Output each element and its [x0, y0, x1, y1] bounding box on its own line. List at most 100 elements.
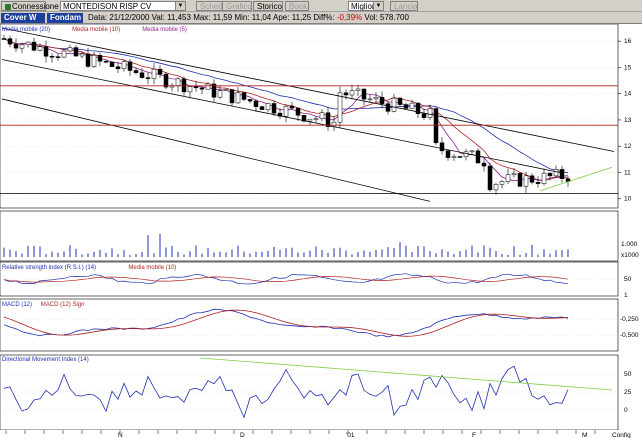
price-candle-body — [271, 103, 277, 114]
price-candle-body — [457, 156, 463, 158]
price-candle-body — [361, 88, 367, 100]
date-label: Data: — [88, 13, 108, 22]
price-candle-body — [499, 181, 505, 185]
dmi-line — [3, 365, 569, 419]
price-candle-body — [115, 66, 121, 70]
price-candle-body — [427, 108, 433, 118]
dmi-ytick-label: 50 — [624, 371, 632, 378]
price-candle-body — [385, 103, 391, 112]
price-candle-body — [511, 173, 517, 176]
price-candle-body — [103, 60, 109, 63]
price-candle-body — [475, 150, 481, 164]
price-candle-body — [337, 92, 343, 123]
price-candle-body — [313, 118, 319, 120]
price-candle-body — [43, 46, 49, 57]
price-ytick-label: 16 — [624, 38, 632, 45]
trendline-green — [539, 166, 613, 192]
price-candle-body — [481, 162, 487, 167]
price-candle-body — [229, 89, 235, 104]
vol-label: Vol: — [364, 13, 378, 22]
price-candle-body — [109, 61, 115, 67]
list-selector[interactable]: Migliori ▼ — [348, 1, 384, 11]
price-candle-body — [133, 70, 139, 73]
price-candle-body — [331, 121, 337, 127]
price-candle-body — [151, 68, 157, 79]
price-candle-body — [379, 97, 385, 104]
price-candle-body — [7, 38, 13, 45]
diff-value: -0,39% — [336, 13, 363, 22]
volume-ytick-label: 1.000 — [621, 241, 638, 248]
price-candle-body — [175, 78, 181, 86]
dmi-ytick-label: 0 — [624, 407, 628, 414]
price-candle-body — [445, 150, 451, 158]
price-candle-body — [73, 47, 79, 57]
price-candle-body — [241, 92, 247, 100]
price-candle-body — [283, 105, 289, 117]
price-candle-body — [85, 53, 91, 67]
price-candle-body — [289, 105, 295, 109]
tab-fondam[interactable]: Fondam — [47, 13, 83, 23]
price-candle-body — [415, 102, 421, 114]
macd-line — [3, 309, 569, 337]
book-button[interactable]: Book — [285, 1, 309, 11]
rsi-ytick-label: 1 — [624, 292, 628, 299]
rsi-legend-item: Relative strength index (R.S.I.) (14) — [2, 265, 96, 271]
price-ytick-label: 13 — [624, 117, 632, 124]
rsi-legend-item: Media mobile (10) — [128, 265, 176, 271]
chevron-down-icon[interactable]: ▼ — [373, 2, 383, 10]
min-label: Min: — [234, 13, 250, 22]
diff-label: Diff%: — [313, 13, 335, 22]
chevron-down-icon[interactable]: ▼ — [175, 2, 185, 10]
price-candle-body — [319, 112, 325, 119]
price-candle-body — [301, 114, 307, 122]
price-candle-body — [397, 97, 403, 105]
price-candle-body — [181, 78, 187, 93]
moving-average-line — [3, 38, 569, 174]
x-axis-month-label: N — [118, 432, 123, 438]
price-candle-body — [97, 55, 103, 62]
dmi-legend-item: Directional Movement Index (14) — [2, 357, 89, 363]
chart-area[interactable]: Media mobile (20) Media mobile (10) Media … — [0, 24, 642, 438]
price-candle-body — [247, 99, 253, 102]
x-axis-month-label: '01 — [346, 432, 355, 438]
rsi-panel — [0, 261, 619, 297]
connect-button[interactable]: Connessione — [1, 1, 59, 11]
config-label: Config — [612, 432, 631, 438]
price-candle-body — [187, 86, 193, 93]
grafico-button[interactable]: Grafico — [222, 1, 252, 11]
price-legend-item: Media mobile (10) — [72, 27, 120, 33]
price-candle-body — [49, 55, 55, 58]
price-candle-body — [433, 108, 439, 144]
macd-panel — [0, 298, 619, 352]
price-candle-body — [391, 97, 397, 112]
price-candle-body — [55, 56, 61, 58]
price-candle-body — [223, 89, 229, 91]
price-candle-body — [37, 46, 43, 51]
price-panel — [0, 24, 619, 209]
price-candle-body — [373, 97, 379, 100]
price-candle-body — [265, 103, 271, 110]
price-candle-body — [547, 172, 553, 177]
x-axis-strip — [0, 430, 642, 438]
tab-cover-w[interactable]: Cover W — [1, 13, 45, 23]
storico-button[interactable]: Storico — [253, 1, 283, 11]
price-legend-item: Media mobile (5) — [142, 27, 187, 33]
price-ytick-label: 10 — [624, 196, 632, 203]
price-candle-body — [79, 53, 85, 57]
price-candle-body — [31, 41, 37, 51]
price-candle-body — [349, 90, 355, 96]
lancia-button[interactable]: Lancia — [390, 1, 418, 11]
price-candle-body — [61, 50, 67, 58]
dmi-ytick-label: 25 — [624, 389, 632, 396]
x-axis-month-label: F — [472, 432, 476, 438]
price-candle-body — [217, 90, 223, 98]
price-candle-body — [403, 104, 409, 109]
rsi-line — [3, 273, 569, 285]
macd-line — [3, 308, 569, 338]
price-candle-body — [487, 165, 493, 191]
security-selector[interactable]: MONTEDISON RISP CV ▼ — [60, 1, 186, 11]
price-candle-body — [367, 98, 373, 101]
price-candle-body — [25, 41, 31, 45]
trendline-upper — [1, 27, 615, 152]
price-candle-body — [553, 169, 559, 177]
